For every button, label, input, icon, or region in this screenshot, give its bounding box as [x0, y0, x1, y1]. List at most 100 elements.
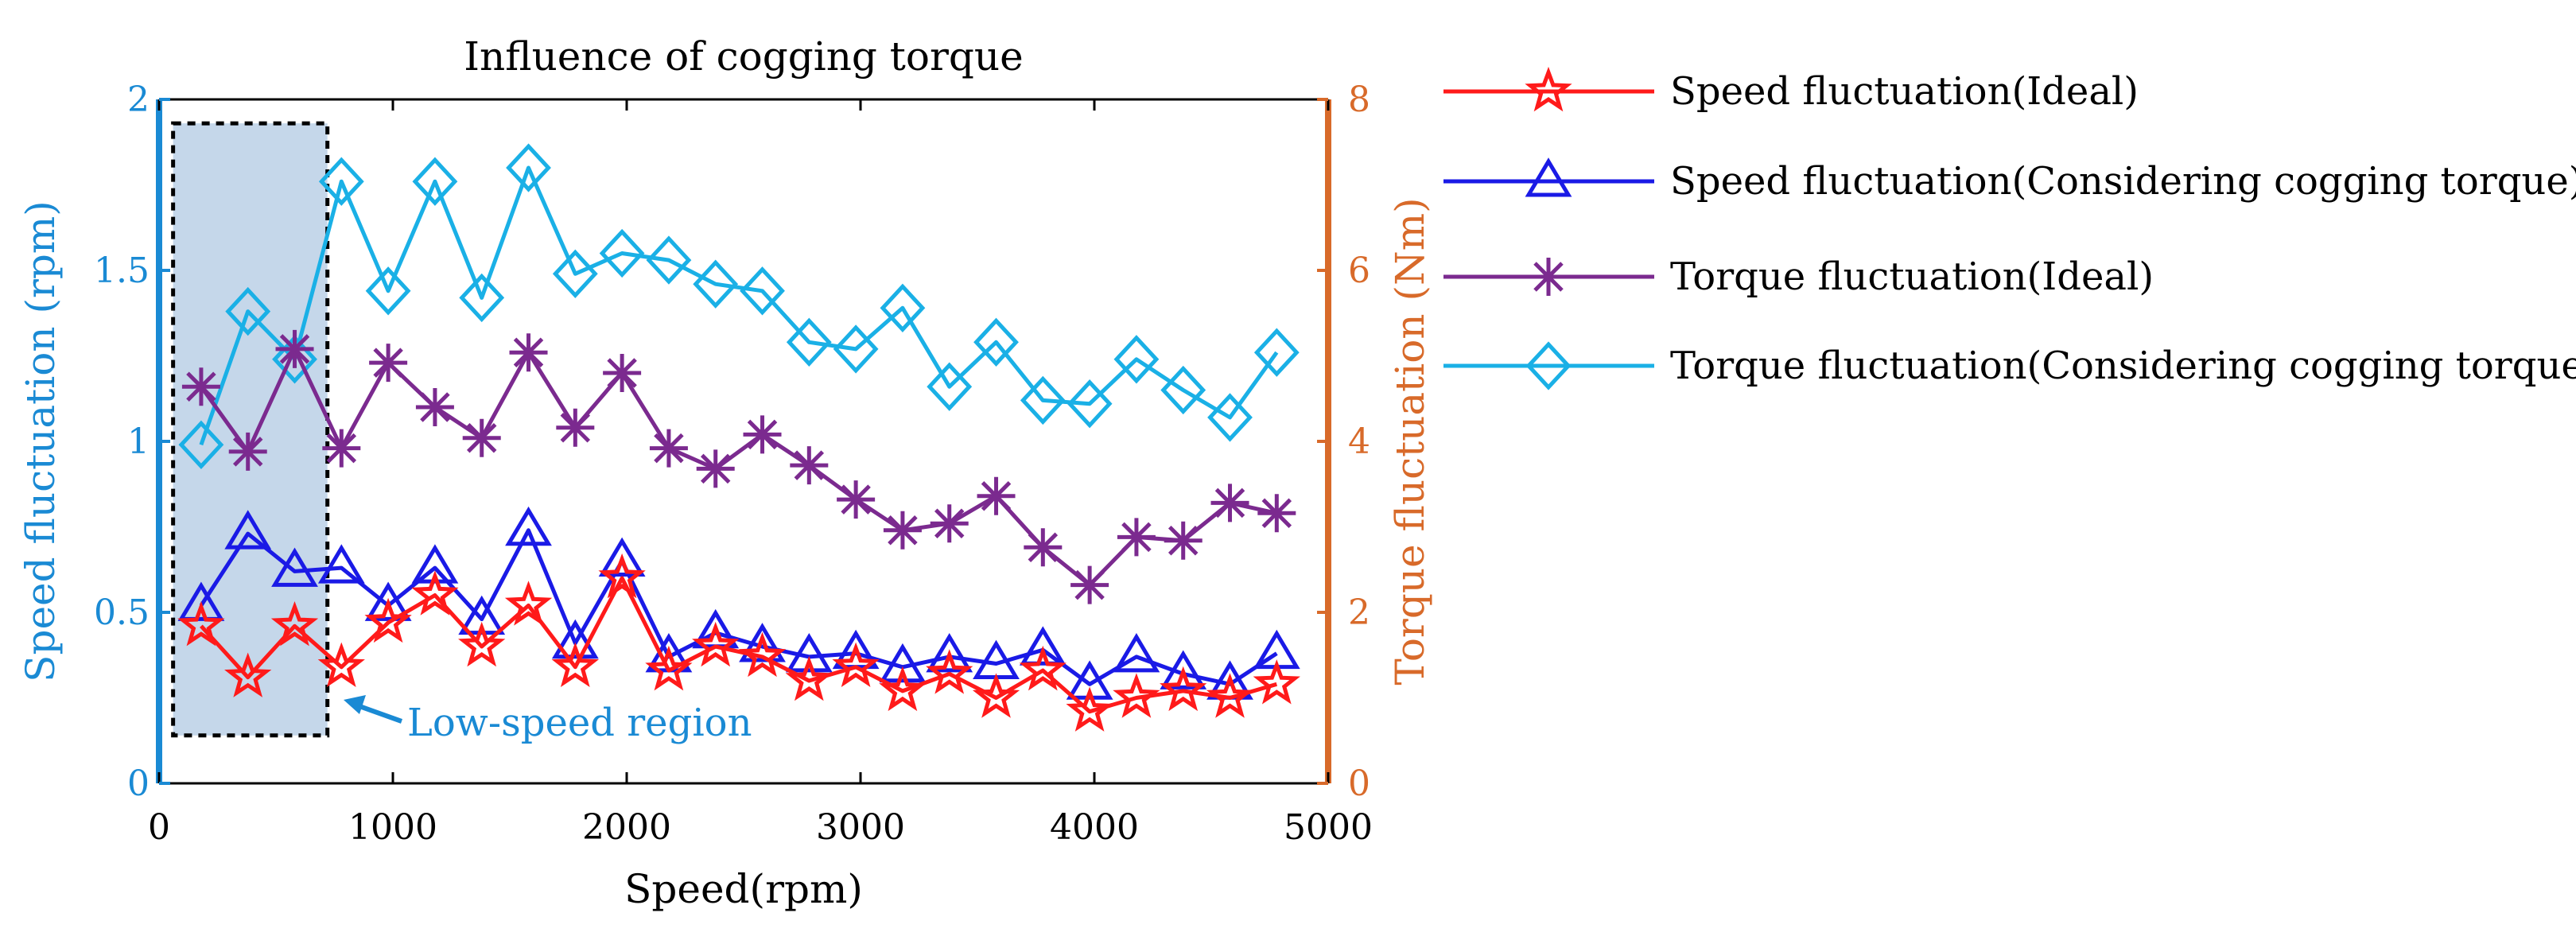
- data-point: [1020, 375, 1066, 425]
- data-point: [415, 388, 454, 426]
- data-point: [879, 666, 927, 712]
- data-point: [272, 335, 317, 384]
- data-point: [458, 621, 506, 667]
- y-left-tick-label: 1.5: [94, 251, 150, 291]
- data-point: [1113, 633, 1160, 673]
- data-point: [1113, 335, 1160, 384]
- data-point: [1070, 565, 1109, 604]
- annotation-arrow-line: [358, 704, 403, 724]
- chart-title: Influence of cogging torque: [464, 33, 1023, 80]
- series-layer: [177, 143, 1300, 732]
- data-point: [790, 446, 829, 485]
- data-point: [645, 645, 693, 691]
- y-right-tick-label: 6: [1348, 251, 1370, 291]
- legend-label: Torque fluctuation(Considering cogging t…: [1670, 344, 2576, 388]
- y-right-tick-label: 0: [1348, 763, 1370, 804]
- data-point: [926, 633, 973, 673]
- data-point: [739, 623, 786, 662]
- series-asterisk: [181, 329, 1296, 604]
- data-point: [462, 418, 501, 457]
- data-point: [972, 673, 1020, 718]
- data-point: [832, 642, 880, 688]
- data-point: [271, 547, 318, 587]
- data-point: [551, 642, 599, 688]
- data-point: [785, 655, 833, 701]
- data-point: [506, 143, 551, 192]
- data-point: [365, 266, 411, 316]
- data-point: [177, 601, 225, 647]
- data-point: [692, 621, 740, 667]
- x-tick-label: 1000: [348, 807, 437, 848]
- data-point: [322, 429, 361, 468]
- data-point: [883, 511, 922, 550]
- data-point: [318, 157, 364, 206]
- legend-marker: [1529, 258, 1568, 296]
- data-point: [504, 581, 553, 626]
- data-point: [177, 581, 225, 621]
- data-point: [1164, 521, 1203, 560]
- series-line: [199, 165, 1279, 446]
- data-point: [1207, 393, 1253, 442]
- data-point: [317, 544, 365, 584]
- data-point: [1206, 673, 1254, 718]
- data-point: [275, 329, 314, 368]
- data-point: [1067, 379, 1113, 429]
- data-point: [505, 506, 552, 546]
- legend-item: Torque fluctuation(Considering cogging t…: [1443, 341, 2576, 390]
- data-point: [551, 619, 599, 659]
- data-point: [1160, 650, 1207, 689]
- x-tick-label: 3000: [816, 807, 905, 848]
- series-diamond: [178, 143, 1300, 469]
- data-point: [1253, 659, 1300, 705]
- data-point: [930, 504, 969, 543]
- data-point: [509, 333, 548, 372]
- series-star: [177, 553, 1300, 732]
- data-point: [1160, 666, 1207, 712]
- data-point: [738, 631, 787, 678]
- data-point: [1019, 626, 1067, 666]
- legend-label: Speed fluctuation(Considering cogging to…: [1670, 159, 2576, 204]
- annotation: Low-speed region: [344, 695, 752, 745]
- data-point: [1019, 645, 1067, 691]
- y-axis-label-right: Torque fluctuation (Nm): [1387, 197, 1433, 685]
- y-right-tick-label: 2: [1348, 592, 1370, 633]
- data-point: [1160, 365, 1206, 415]
- series-triangle: [177, 506, 1300, 700]
- data-point: [317, 642, 365, 688]
- data-point: [696, 449, 735, 488]
- y-axis-label-left: Speed fluctuation (rpm): [17, 200, 64, 682]
- data-point: [552, 249, 598, 298]
- y-left-tick-label: 0.5: [94, 592, 150, 633]
- data-point: [837, 480, 876, 519]
- data-point: [1113, 673, 1160, 718]
- data-point: [740, 266, 785, 316]
- legend-marker: [1525, 157, 1572, 197]
- legend-marker: [1525, 341, 1572, 390]
- legend-marker: [1525, 66, 1572, 112]
- data-point: [270, 601, 319, 647]
- data-point: [1210, 484, 1249, 522]
- data-point: [973, 317, 1019, 367]
- data-point: [224, 510, 272, 550]
- x-tick-label: 5000: [1284, 807, 1373, 848]
- legend-item: Torque fluctuation(Ideal): [1443, 254, 2154, 299]
- legend-item: Speed fluctuation(Considering cogging to…: [1443, 157, 2576, 204]
- data-point: [693, 259, 739, 309]
- data-point: [412, 157, 458, 206]
- data-point: [1024, 528, 1063, 567]
- data-point: [181, 367, 220, 406]
- data-point: [459, 273, 505, 323]
- data-point: [880, 283, 926, 332]
- y-left-tick-label: 2: [127, 80, 150, 120]
- data-point: [1257, 494, 1296, 533]
- tick-marks: [157, 98, 1330, 785]
- data-point: [743, 415, 782, 454]
- data-point: [603, 354, 642, 392]
- data-point: [833, 324, 879, 374]
- legend-item: Speed fluctuation(Ideal): [1443, 66, 2139, 114]
- data-point: [364, 597, 412, 643]
- data-point: [879, 643, 927, 683]
- annotation-arrow-head: [344, 695, 366, 714]
